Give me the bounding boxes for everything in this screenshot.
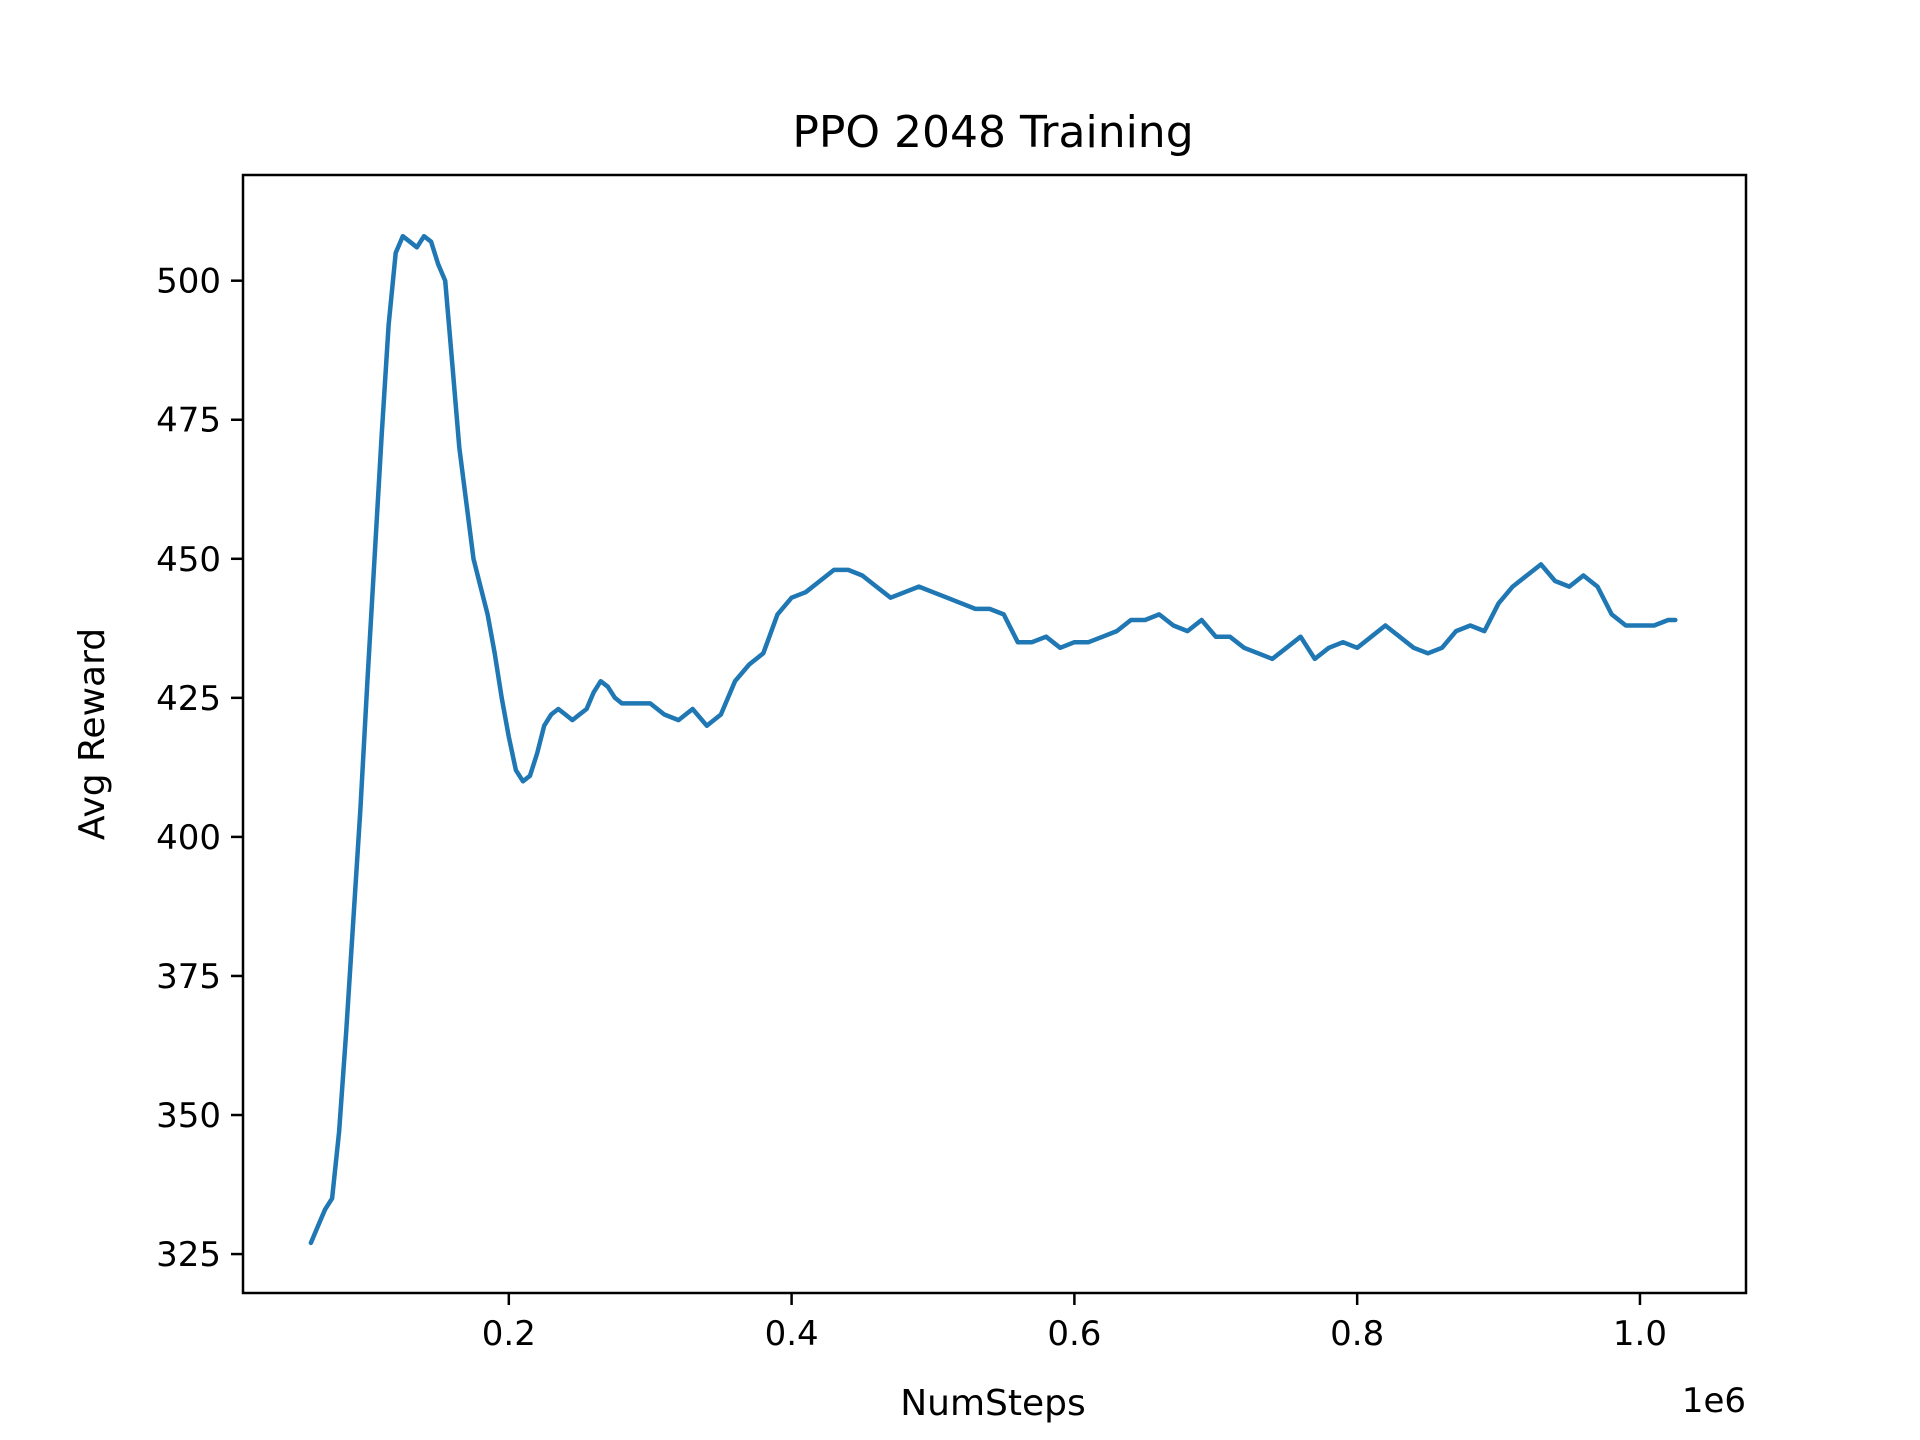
y-tick-label: 475: [156, 401, 221, 441]
y-axis-ticks: 325 350 375 400 425 450 475 500: [156, 262, 243, 1275]
y-tick-label: 350: [156, 1096, 221, 1136]
y-tick-label: 375: [156, 957, 221, 997]
chart-title: PPO 2048 Training: [792, 107, 1193, 158]
x-tick-label: 0.8: [1330, 1314, 1384, 1354]
y-tick-label: 325: [156, 1235, 221, 1275]
y-tick-label: 500: [156, 262, 221, 302]
y-axis-label: Avg Reward: [72, 628, 113, 840]
reward-series-line: [308, 233, 1678, 1246]
y-tick-label: 450: [156, 540, 221, 580]
y-tick-label: 425: [156, 679, 221, 719]
x-tick-label: 0.6: [1047, 1314, 1101, 1354]
x-tick-label: 0.4: [765, 1314, 819, 1354]
x-tick-label: 0.2: [482, 1314, 536, 1354]
x-tick-label: 1.0: [1613, 1314, 1667, 1354]
plot-frame: [241, 173, 1748, 1295]
y-tick-label: 400: [156, 818, 221, 858]
x-axis-ticks: 0.2 0.4 0.6 0.8 1.0: [482, 1293, 1667, 1354]
x-axis-label: NumSteps: [900, 1383, 1086, 1424]
x-axis-offset-label: 1e6: [1682, 1381, 1746, 1421]
